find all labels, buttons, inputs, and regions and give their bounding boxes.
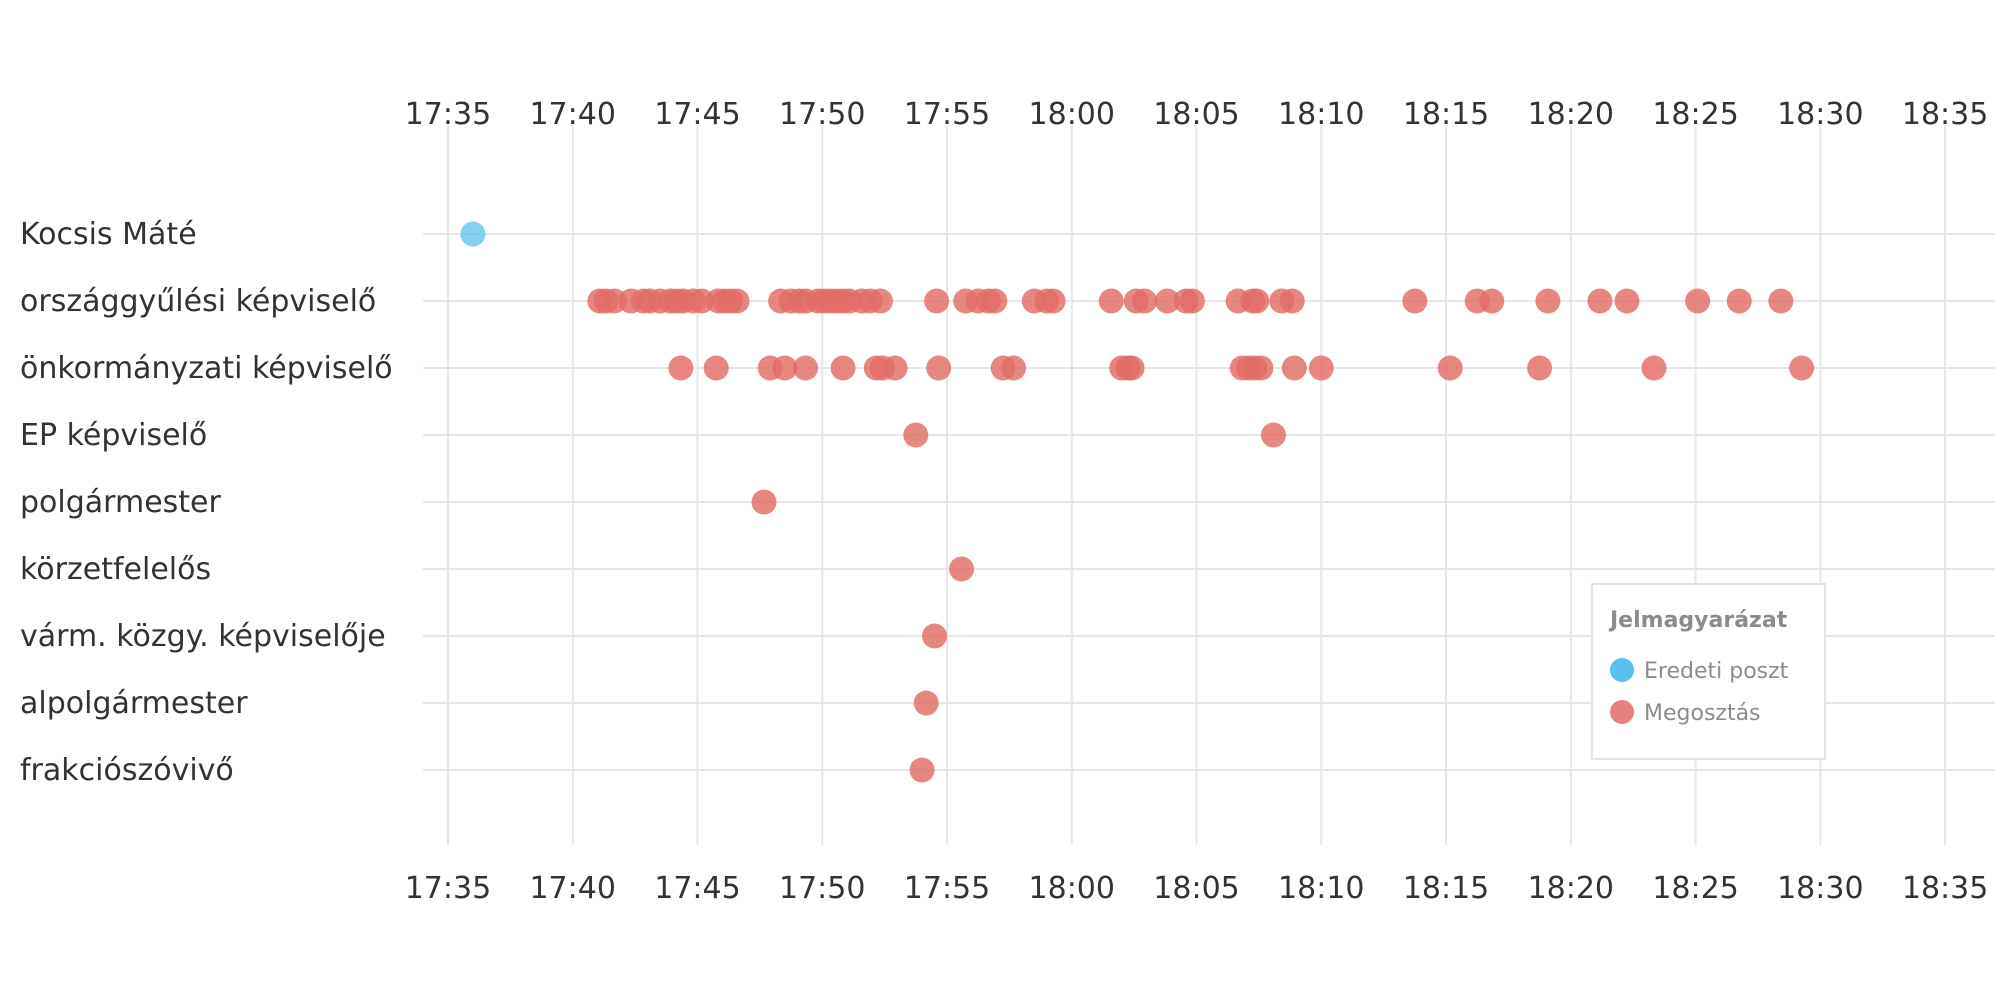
share-point [1279,288,1305,314]
share-point [1260,422,1286,448]
share-point [924,288,950,314]
share-point [1132,288,1158,314]
category-label: EP képviselő [20,418,207,453]
category-label: alpolgármester [20,686,248,721]
x-tick-label-top: 18:00 [1029,97,1115,132]
x-tick-label-bottom: 17:45 [654,871,740,906]
legend-marker-original [1610,658,1634,682]
share-point [867,288,893,314]
x-tick-label-top: 18:35 [1902,97,1988,132]
x-tick-label-bottom: 18:25 [1652,871,1738,906]
category-label: országgyűlési képviselő [20,284,376,319]
share-point [1281,355,1307,381]
share-point [1244,288,1270,314]
share-point [1641,355,1667,381]
share-point [903,422,929,448]
x-tick-label-top: 17:35 [405,97,491,132]
category-label: körzetfelelős [20,552,211,587]
x-tick-label-top: 18:25 [1652,97,1738,132]
original-post-point [460,221,486,247]
share-point [1535,288,1561,314]
legend-title: Jelmagyarázat [1608,608,1788,633]
x-tick-label-top: 18:15 [1403,97,1489,132]
share-point [703,355,729,381]
share-point [1726,288,1752,314]
category-label: frakciószóvivő [20,753,234,788]
x-tick-label-bottom: 17:55 [904,871,990,906]
share-point [1437,355,1463,381]
x-tick-label-bottom: 17:50 [779,871,865,906]
x-tick-label-top: 18:30 [1777,97,1863,132]
x-tick-label-top: 17:45 [654,97,740,132]
share-point [1479,288,1505,314]
share-point [724,288,750,314]
share-point [1789,355,1815,381]
grid-layer [423,125,1995,845]
legend-marker-share [1610,700,1634,724]
share-point [913,690,939,716]
x-tick-label-top: 17:50 [779,97,865,132]
share-point [949,556,975,582]
share-point [926,355,952,381]
share-point [882,355,908,381]
share-point [830,355,856,381]
share-point [1308,355,1334,381]
legend-label-share: Megosztás [1644,701,1761,726]
share-point [1768,288,1794,314]
category-label: Kocsis Máté [20,217,197,252]
share-point [909,757,935,783]
x-tick-label-bottom: 18:30 [1777,871,1863,906]
share-point [772,355,798,381]
share-point [1040,288,1066,314]
x-tick-label-bottom: 18:00 [1029,871,1115,906]
x-tick-label-top: 17:55 [904,97,990,132]
x-tick-label-top: 18:10 [1278,97,1364,132]
share-point [751,489,777,515]
category-label: várm. közgy. képviselője [20,619,386,654]
share-point [793,355,819,381]
x-tick-label-bottom: 18:05 [1153,871,1239,906]
legend-label-original: Eredeti poszt [1644,659,1789,684]
share-point [1098,288,1124,314]
share-point [1402,288,1428,314]
x-tick-label-bottom: 18:10 [1278,871,1364,906]
share-point [922,623,948,649]
points-layer [460,221,1815,783]
share-point [982,288,1008,314]
x-tick-label-bottom: 18:20 [1528,871,1614,906]
share-point [1587,288,1613,314]
x-axis-top: 17:35 17:40 17:45 17:50 17:55 18:00 18:05 18:10… [405,97,1989,132]
x-tick-label-top: 17:40 [529,97,615,132]
share-point [1685,288,1711,314]
share-point [1614,288,1640,314]
share-point [1248,355,1274,381]
category-label: önkormányzati képviselő [20,351,393,386]
share-point [1001,355,1027,381]
x-tick-label-bottom: 18:35 [1902,871,1988,906]
x-tick-label-top: 18:20 [1528,97,1614,132]
share-point [1179,288,1205,314]
x-axis-bottom: 17:35 17:40 17:45 17:50 17:55 18:00 18:05 18:10… [405,871,1989,906]
share-point [668,355,694,381]
legend: Jelmagyarázat Eredeti poszt Megosztás [1591,583,1826,760]
x-tick-label-top: 18:05 [1153,97,1239,132]
x-tick-label-bottom: 17:35 [405,871,491,906]
share-point [1154,288,1180,314]
x-tick-label-bottom: 18:15 [1403,871,1489,906]
category-label: polgármester [20,485,221,520]
x-tick-label-bottom: 17:40 [529,871,615,906]
share-point [1527,355,1553,381]
y-axis-categories: Kocsis Máté országgyűlési képviselő önkorm… [20,217,393,788]
share-point [1119,355,1145,381]
